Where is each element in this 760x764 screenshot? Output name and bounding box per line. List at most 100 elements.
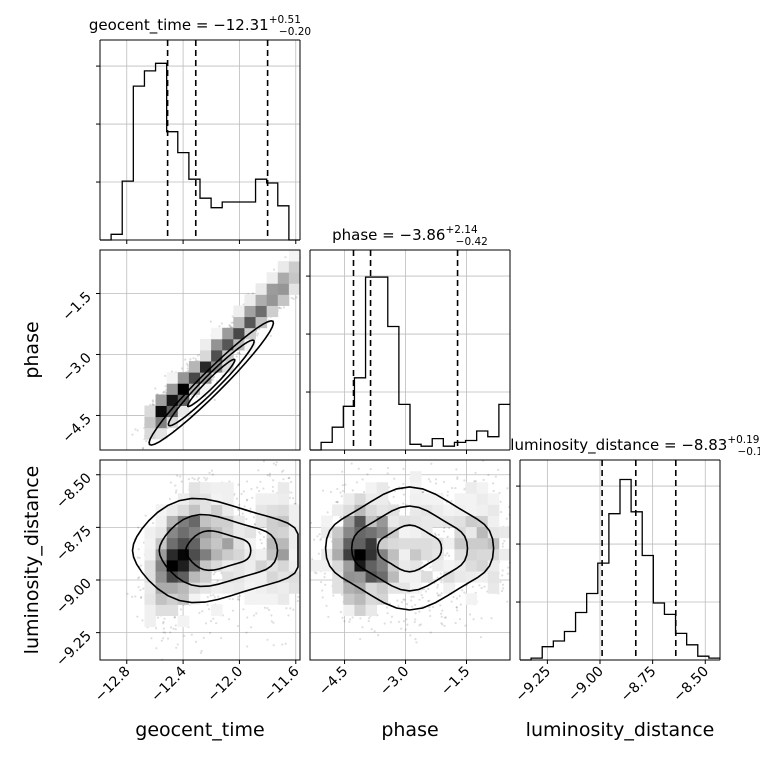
sample-point xyxy=(161,640,163,642)
sample-point xyxy=(142,588,144,590)
sample-point xyxy=(282,478,284,480)
sample-point xyxy=(145,440,147,442)
density-cell xyxy=(167,582,179,594)
sample-point xyxy=(175,647,177,649)
sample-point xyxy=(195,641,197,643)
density-cell xyxy=(156,571,168,583)
title-text: geocent_time = −12.31 xyxy=(89,16,269,35)
sample-point xyxy=(203,637,205,639)
density-cell xyxy=(200,339,212,351)
sample-point xyxy=(212,474,214,476)
density-cell xyxy=(244,317,256,329)
sample-point xyxy=(232,598,234,600)
sample-point xyxy=(138,586,140,588)
density-cell xyxy=(167,372,179,384)
sample-point xyxy=(188,478,190,480)
density-cell xyxy=(167,538,179,550)
sample-point xyxy=(175,624,177,626)
density-cell xyxy=(256,549,268,561)
sample-point xyxy=(155,627,157,629)
sample-point xyxy=(266,639,268,641)
density-cell xyxy=(211,504,223,516)
sample-point xyxy=(236,498,238,500)
sample-point xyxy=(283,306,285,308)
sample-point xyxy=(441,592,443,594)
density-cell xyxy=(178,383,190,395)
density-cell xyxy=(200,582,212,594)
sample-point xyxy=(152,522,154,524)
sample-point xyxy=(177,643,179,645)
sample-point xyxy=(425,590,427,592)
title-minus: −0.42 xyxy=(456,236,488,248)
density-cell xyxy=(278,261,290,273)
sample-point xyxy=(290,491,292,493)
sample-point xyxy=(212,618,214,620)
sample-point xyxy=(250,488,252,490)
density-cell xyxy=(267,571,279,583)
panel-title-phase: phase = −3.86+2.14−0.42 xyxy=(332,224,488,248)
density-cell xyxy=(289,250,301,262)
sample-point xyxy=(253,516,255,518)
density-cell xyxy=(167,549,179,561)
sample-point xyxy=(191,477,193,479)
sample-point xyxy=(268,609,270,611)
sample-point xyxy=(217,595,219,597)
density-cell xyxy=(289,261,301,273)
density-cell xyxy=(178,538,190,550)
sample-point xyxy=(175,491,177,493)
sample-point xyxy=(228,618,230,620)
density-cell xyxy=(211,538,223,550)
density-cell xyxy=(278,593,290,605)
sample-point xyxy=(187,370,189,372)
sample-point xyxy=(275,464,277,466)
density-cell xyxy=(222,538,234,550)
sample-point xyxy=(297,596,299,598)
density-cell xyxy=(278,560,290,572)
sample-point xyxy=(205,479,207,481)
density-cell xyxy=(200,516,212,528)
density-cell xyxy=(244,527,256,539)
density-cell xyxy=(144,417,156,429)
density-cell xyxy=(267,272,279,284)
density-cell xyxy=(178,593,190,605)
title-plus: +0.19 xyxy=(727,434,759,446)
sample-point xyxy=(370,468,372,470)
density-cell xyxy=(256,493,268,505)
sample-point xyxy=(214,399,216,401)
sample-point xyxy=(212,379,214,381)
histogram-phase xyxy=(310,277,510,450)
density-cell xyxy=(189,549,201,561)
density-cell xyxy=(278,549,290,561)
sample-point xyxy=(289,607,291,609)
sample-point xyxy=(246,480,248,482)
sample-point xyxy=(139,589,141,591)
sample-point xyxy=(259,539,261,541)
title-minus: −0.20 xyxy=(279,26,311,38)
density-cell xyxy=(189,361,201,373)
sample-point xyxy=(206,604,208,606)
sample-point xyxy=(126,593,128,595)
sample-point xyxy=(173,616,175,618)
sample-point xyxy=(262,487,264,489)
sample-point xyxy=(243,505,245,507)
sample-point xyxy=(290,481,292,483)
sample-point xyxy=(285,643,287,645)
sample-point xyxy=(164,375,166,377)
sample-point xyxy=(258,490,260,492)
sample-point xyxy=(164,631,166,633)
sample-point xyxy=(269,473,271,475)
sample-point xyxy=(175,490,177,492)
sample-point xyxy=(259,481,261,483)
density-cell xyxy=(256,516,268,528)
sample-point xyxy=(269,475,271,477)
sample-point xyxy=(451,600,453,602)
sample-point xyxy=(276,461,278,463)
density-cell xyxy=(156,394,168,406)
sample-point xyxy=(145,515,147,517)
density-cell xyxy=(167,604,179,616)
sample-point xyxy=(237,625,239,627)
sample-point xyxy=(352,489,354,491)
sample-point xyxy=(293,298,295,300)
density-cell xyxy=(144,560,156,572)
